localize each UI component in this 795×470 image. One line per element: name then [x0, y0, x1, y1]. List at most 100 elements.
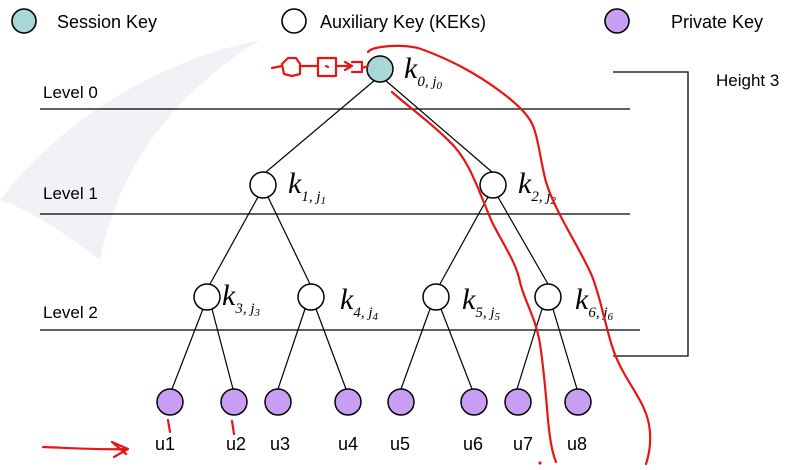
key-sub-index: 6 — [608, 311, 614, 323]
key-sub-index: 3 — [254, 307, 261, 319]
key-sub-index: 0 — [437, 80, 443, 92]
key-letter: k — [340, 283, 354, 316]
key-sub-letter: j — [601, 305, 607, 321]
user-label-u6: u6 — [463, 434, 483, 454]
key-sub-letter: j — [488, 305, 494, 321]
private-key-node — [334, 388, 362, 416]
private-key-nodes — [156, 388, 592, 416]
key-sub-letter: j — [248, 301, 254, 317]
level-0-label: Level 0 — [43, 83, 98, 102]
edge — [211, 308, 234, 390]
auxiliary-key-node — [479, 171, 507, 199]
private-key-node — [264, 388, 292, 416]
private-key-node — [387, 388, 415, 416]
key-letter: k — [462, 283, 476, 316]
tick-u1-annotation — [166, 418, 172, 434]
height-label: Height 3 — [716, 71, 779, 90]
key-index: 4 — [353, 305, 361, 321]
legend-auxiliary-key-label: Auxiliary Key (KEKs) — [320, 12, 486, 32]
edge — [497, 196, 549, 285]
key-nodes — [193, 55, 562, 311]
key-letter: k — [222, 279, 236, 312]
private-key-node — [564, 388, 592, 416]
key-label-4: k4, j4 — [340, 283, 379, 323]
auxiliary-key-node — [297, 283, 325, 311]
key-index: 1 — [301, 189, 309, 205]
lock-doodle-annotation — [270, 56, 370, 78]
arrow-to-u1-annotation — [41, 440, 130, 459]
key-label-0: k0, j0 — [404, 52, 443, 92]
edge — [209, 196, 259, 285]
user-label-u7: u7 — [513, 434, 533, 454]
edge — [265, 79, 376, 173]
path-loop-annotation — [366, 44, 652, 466]
height-bracket: Height 3 — [613, 71, 779, 357]
user-label-u3: u3 — [270, 434, 290, 454]
key-label-6: k6, j6 — [575, 283, 614, 323]
private-key-node — [504, 388, 532, 416]
tree-edges — [171, 79, 578, 390]
edge — [439, 196, 489, 285]
legend-auxiliary-key-swatch — [281, 8, 307, 34]
key-label-5: k5, j5 — [462, 283, 501, 323]
edge — [516, 308, 543, 390]
auxiliary-key-node — [193, 283, 221, 311]
key-letter: k — [518, 167, 532, 200]
edge — [171, 308, 204, 390]
legend-private-key-label: Private Key — [671, 12, 763, 32]
edge — [315, 308, 347, 390]
background-watermark — [0, 40, 260, 260]
auxiliary-key-node — [422, 283, 450, 311]
key-index: 5 — [475, 305, 483, 321]
session-key-node — [366, 55, 394, 83]
user-label-u4: u4 — [338, 434, 358, 454]
legend-session-key-swatch — [11, 8, 37, 34]
level-1-label: Level 1 — [43, 184, 98, 203]
dot-annotation — [538, 461, 542, 465]
private-key-node — [156, 388, 184, 416]
key-separator: , — [596, 305, 604, 321]
private-key-node — [220, 388, 248, 416]
key-index: 0 — [417, 74, 425, 90]
tick-u2-annotation — [230, 419, 236, 436]
level-2-label: Level 2 — [43, 303, 98, 322]
user-label-u1: u1 — [155, 434, 175, 454]
key-index: 6 — [588, 305, 596, 321]
key-sub-index: 1 — [321, 195, 327, 207]
legend: Session Key Auxiliary Key (KEKs) Private… — [11, 8, 763, 34]
key-label-3: k3, j3 — [222, 279, 261, 319]
key-separator: , — [309, 189, 317, 205]
private-key-node — [460, 388, 488, 416]
legend-private-key-swatch — [604, 8, 630, 34]
path-loop-inner-annotation — [390, 90, 558, 464]
key-sub-index: 5 — [495, 311, 501, 323]
auxiliary-key-node — [249, 171, 277, 199]
edge — [400, 308, 431, 390]
key-separator: , — [425, 74, 433, 90]
edge — [384, 79, 493, 173]
key-index: 2 — [531, 189, 539, 205]
edge — [440, 308, 473, 390]
key-sub-letter: j — [430, 74, 436, 90]
user-labels: u1 u2 u3 u4 u5 u6 u7 u8 — [155, 434, 587, 454]
height-bracket-line — [613, 71, 689, 357]
key-separator: , — [243, 301, 251, 317]
key-separator: , — [539, 189, 547, 205]
key-separator: , — [361, 305, 369, 321]
key-letter: k — [288, 167, 302, 200]
key-sub-letter: j — [366, 305, 372, 321]
legend-session-key-label: Session Key — [57, 12, 157, 32]
key-labels: k0, j0 k1, j1 k2, j2 k3, j3 k4, j4 k5, j… — [222, 52, 614, 323]
user-label-u8: u8 — [567, 434, 587, 454]
edge — [267, 196, 311, 285]
user-label-u5: u5 — [390, 434, 410, 454]
key-label-1: k1, j1 — [288, 167, 326, 207]
key-letter: k — [404, 52, 418, 85]
edge — [552, 308, 578, 390]
key-separator: , — [483, 305, 491, 321]
key-letter: k — [575, 283, 589, 316]
key-sub-index: 4 — [373, 311, 379, 323]
key-label-2: k2, j2 — [518, 167, 557, 207]
edge — [277, 308, 306, 390]
